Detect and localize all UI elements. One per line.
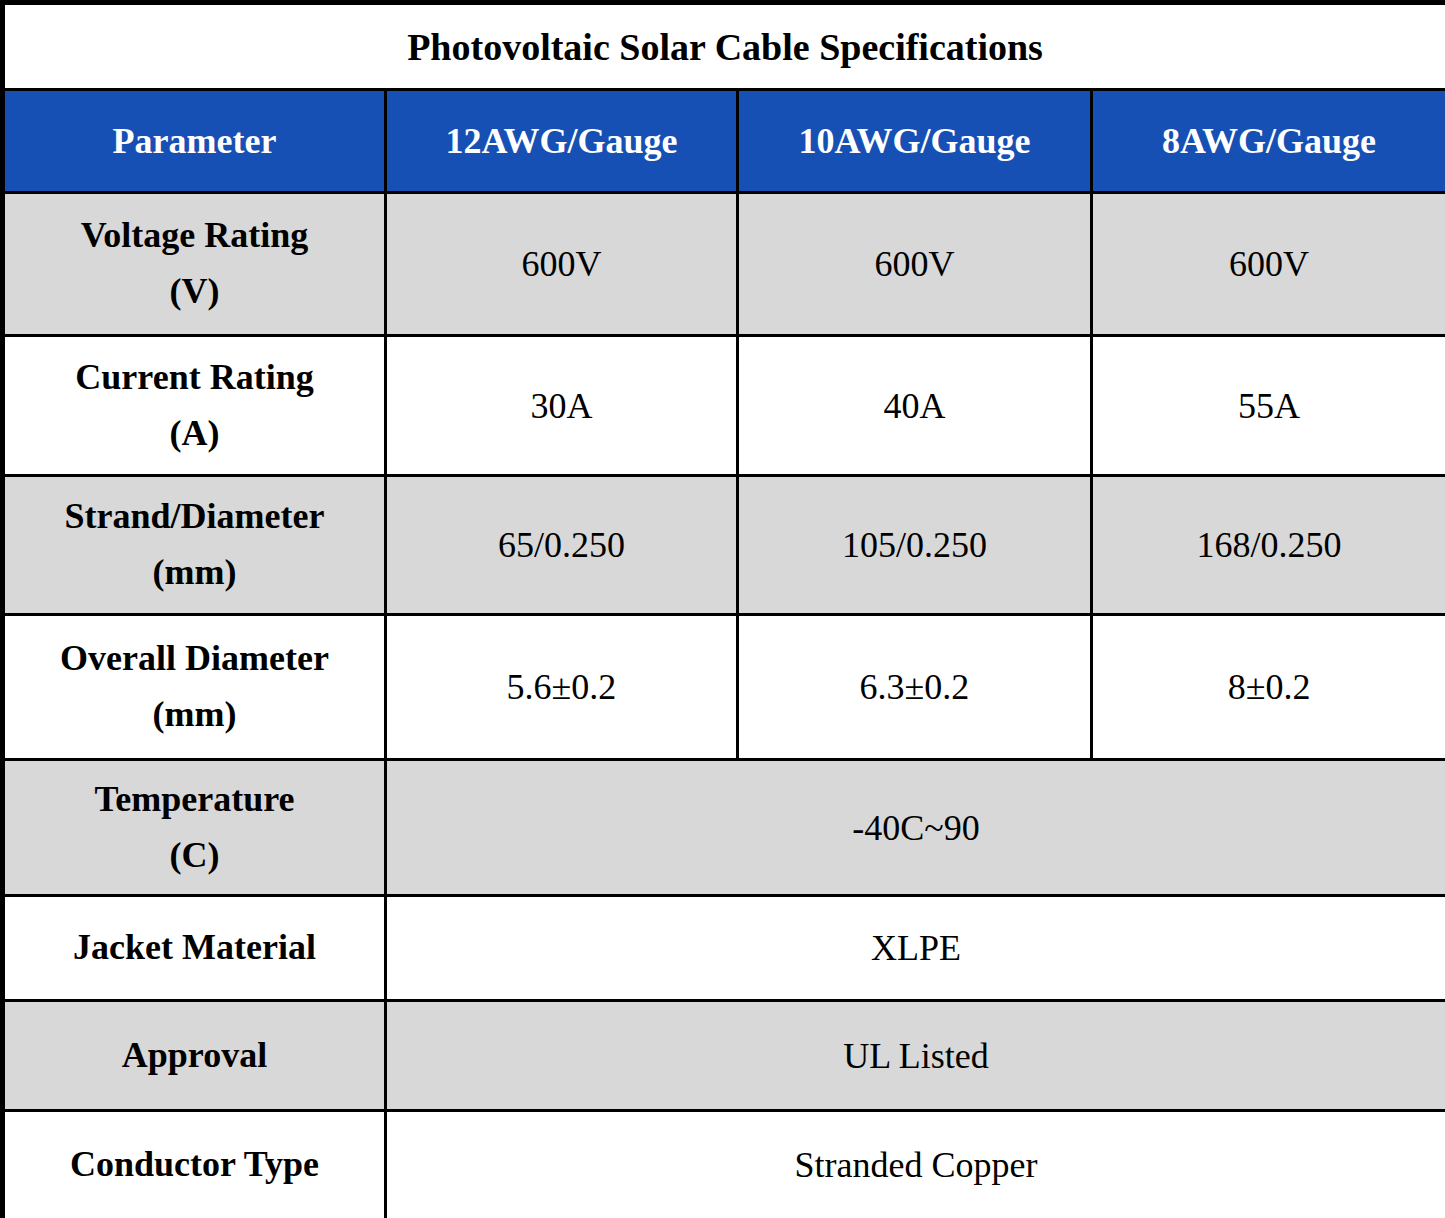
value-temperature-merged: -40C~90 <box>386 760 1445 896</box>
value-strand-12awg: 65/0.250 <box>386 476 738 615</box>
value-strand-8awg: 168/0.250 <box>1092 476 1445 615</box>
col-header-10awg: 10AWG/Gauge <box>738 90 1092 193</box>
value-overall-12awg: 5.6±0.2 <box>386 615 738 760</box>
param-label-approval: Approval <box>3 1001 386 1111</box>
table-title: Photovoltaic Solar Cable Specifications <box>3 3 1445 90</box>
param-label-unit: (V) <box>5 264 384 320</box>
param-label-line1: Current Rating <box>5 350 384 406</box>
value-voltage-10awg: 600V <box>738 193 1092 336</box>
param-label-jacket-material: Jacket Material <box>3 896 386 1001</box>
value-strand-10awg: 105/0.250 <box>738 476 1092 615</box>
table-header-row: Parameter 12AWG/Gauge 10AWG/Gauge 8AWG/G… <box>3 90 1445 193</box>
value-overall-10awg: 6.3±0.2 <box>738 615 1092 760</box>
param-label-line1: Temperature <box>5 772 384 828</box>
param-label-overall-diameter: Overall Diameter (mm) <box>3 615 386 760</box>
row-temperature: Temperature (C) -40C~90 <box>3 760 1445 896</box>
row-strand-diameter: Strand/Diameter (mm) 65/0.250 105/0.250 … <box>3 476 1445 615</box>
row-overall-diameter: Overall Diameter (mm) 5.6±0.2 6.3±0.2 8±… <box>3 615 1445 760</box>
row-jacket-material: Jacket Material XLPE <box>3 896 1445 1001</box>
col-header-12awg: 12AWG/Gauge <box>386 90 738 193</box>
param-label-unit: (A) <box>5 406 384 462</box>
col-header-8awg: 8AWG/Gauge <box>1092 90 1445 193</box>
value-approval-merged: UL Listed <box>386 1001 1445 1111</box>
spec-table: Photovoltaic Solar Cable Specifications … <box>0 0 1445 1218</box>
param-label-voltage-rating: Voltage Rating (V) <box>3 193 386 336</box>
value-jacket-merged: XLPE <box>386 896 1445 1001</box>
param-label-unit: (mm) <box>5 687 384 743</box>
param-label-current-rating: Current Rating (A) <box>3 336 386 476</box>
col-header-parameter: Parameter <box>3 90 386 193</box>
value-overall-8awg: 8±0.2 <box>1092 615 1445 760</box>
param-label-line1: Voltage Rating <box>5 208 384 264</box>
param-label-line1: Overall Diameter <box>5 631 384 687</box>
param-label-conductor-type: Conductor Type <box>3 1111 386 1218</box>
value-current-10awg: 40A <box>738 336 1092 476</box>
row-approval: Approval UL Listed <box>3 1001 1445 1111</box>
spec-sheet-page: Photovoltaic Solar Cable Specifications … <box>0 0 1445 1218</box>
value-voltage-8awg: 600V <box>1092 193 1445 336</box>
value-voltage-12awg: 600V <box>386 193 738 336</box>
row-current-rating: Current Rating (A) 30A 40A 55A <box>3 336 1445 476</box>
param-label-line1: Strand/Diameter <box>5 489 384 545</box>
row-voltage-rating: Voltage Rating (V) 600V 600V 600V <box>3 193 1445 336</box>
row-conductor-type: Conductor Type Stranded Copper <box>3 1111 1445 1218</box>
value-current-8awg: 55A <box>1092 336 1445 476</box>
param-label-temperature: Temperature (C) <box>3 760 386 896</box>
param-label-strand-diameter: Strand/Diameter (mm) <box>3 476 386 615</box>
param-label-unit: (mm) <box>5 545 384 601</box>
param-label-unit: (C) <box>5 828 384 884</box>
table-title-row: Photovoltaic Solar Cable Specifications <box>3 3 1445 90</box>
value-conductor-merged: Stranded Copper <box>386 1111 1445 1218</box>
value-current-12awg: 30A <box>386 336 738 476</box>
